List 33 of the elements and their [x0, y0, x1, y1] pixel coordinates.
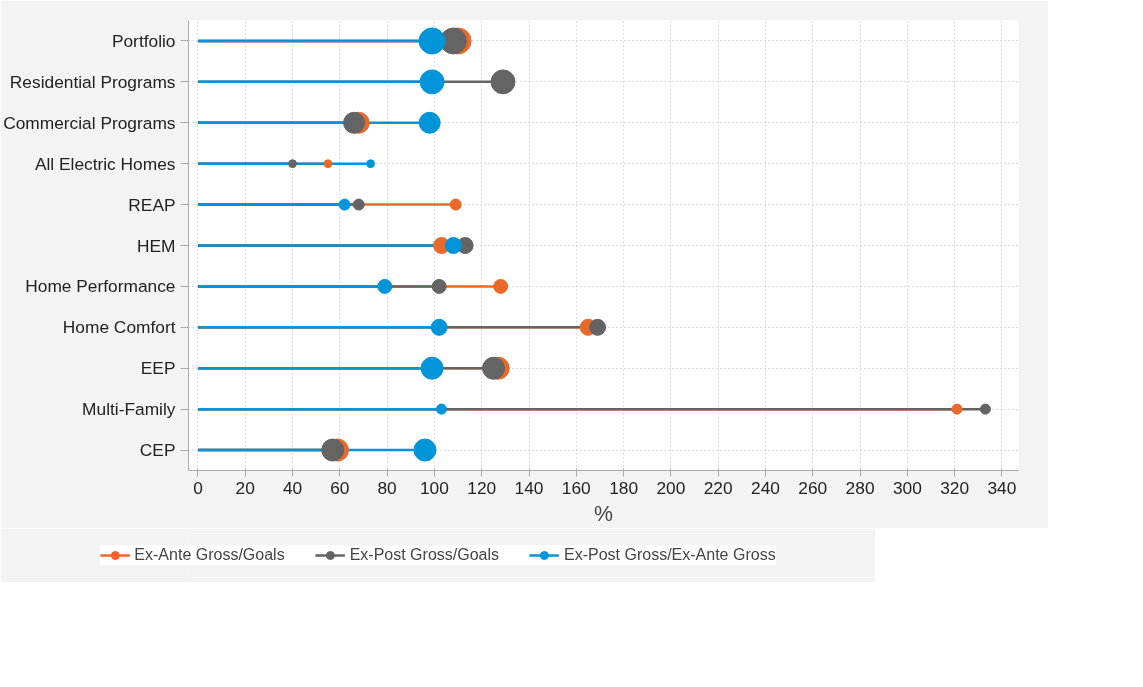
x-tick-label: 200	[656, 477, 686, 498]
y-tick-label: All Electric Homes	[34, 153, 176, 174]
x-tick-label: 300	[892, 477, 922, 498]
y-tick-label: REAP	[128, 194, 176, 215]
y-tick-label: Commercial Programs	[3, 112, 176, 133]
x-tick-label: 100	[419, 477, 449, 498]
x-tick-label: 20	[235, 477, 255, 498]
x-tick-label: 80	[377, 477, 397, 498]
x-tick-label: 240	[751, 477, 780, 498]
x-tick-label: 260	[798, 477, 828, 498]
x-tick-label: 320	[940, 477, 970, 498]
x-tick-label: 120	[467, 477, 497, 498]
y-tick-label: Portfolio	[111, 30, 176, 51]
x-axis-title: %	[594, 501, 614, 526]
legend-label: Ex-Ante Gross/Goals	[134, 546, 285, 564]
x-tick-label: 140	[514, 477, 544, 498]
y-tick-label: Residential Programs	[9, 71, 176, 92]
x-tick-label: 340	[987, 477, 1017, 498]
y-tick-label: HEM	[136, 235, 176, 256]
x-tick-label: 220	[703, 477, 733, 498]
y-tick-label: Multi-Family	[82, 399, 176, 420]
legend-label: Ex-Post Gross/Ex-Ante Gross	[564, 546, 776, 564]
y-tick-label: CEP	[139, 440, 176, 461]
x-tick-label: 60	[330, 477, 350, 498]
y-tick-label: Home Comfort	[62, 317, 176, 338]
legend-label: Ex-Post Gross/Goals	[349, 546, 500, 564]
y-tick-label: EEP	[140, 358, 176, 379]
x-tick-label: 0	[193, 477, 203, 498]
x-tick-label: 280	[845, 477, 875, 498]
y-tick-label: Home Performance	[25, 276, 176, 297]
x-tick-label: 180	[609, 477, 639, 498]
x-tick-label: 160	[561, 477, 591, 498]
x-tick-label: 40	[282, 477, 303, 498]
